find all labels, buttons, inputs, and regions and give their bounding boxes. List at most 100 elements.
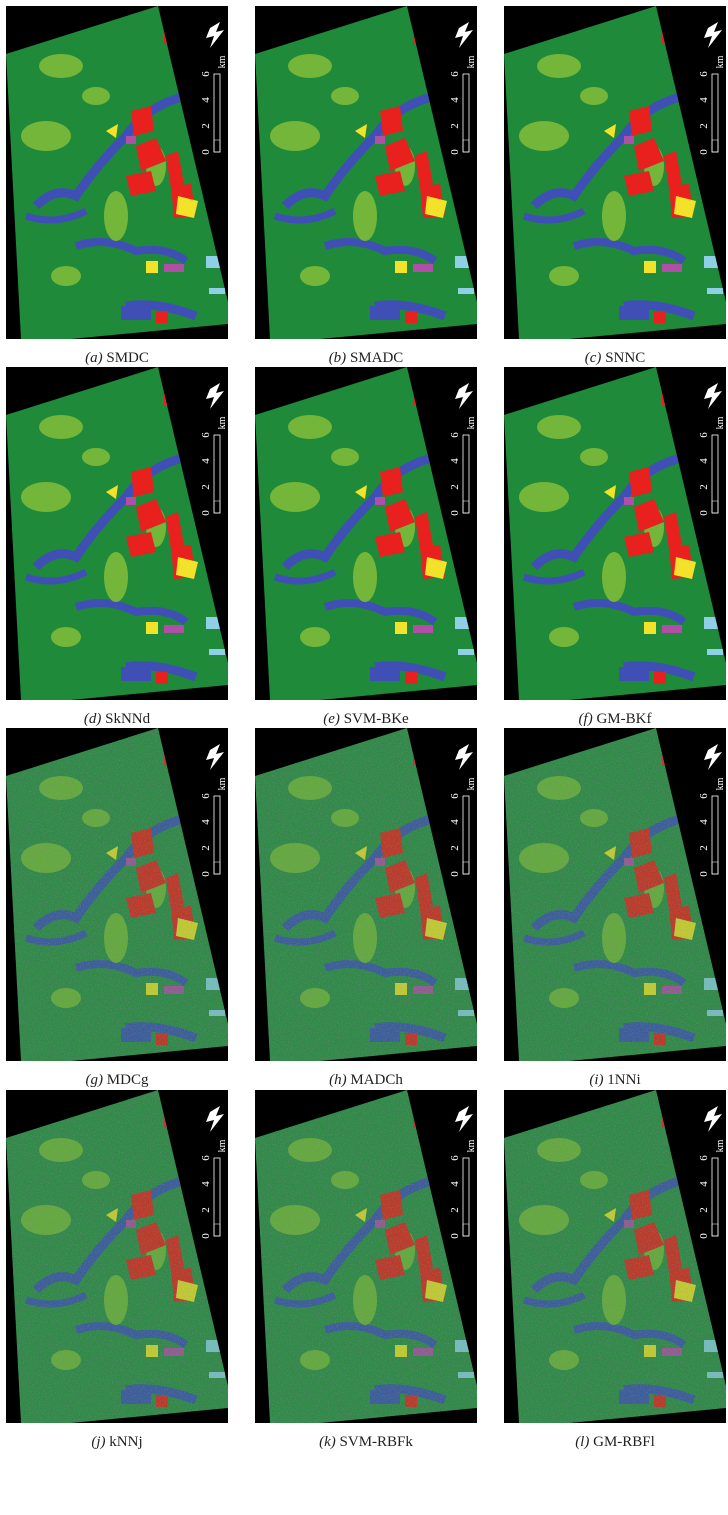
scale-label: 4 — [698, 1181, 710, 1187]
scale-label: 6 — [698, 432, 710, 438]
caption: (l) GM-RBFl — [504, 1434, 726, 1451]
scale-unit: km — [715, 55, 726, 68]
scale-label: 0 — [449, 1233, 461, 1239]
classification-map: 0 2 4 6 km — [504, 367, 726, 700]
scale-label: 2 — [200, 484, 212, 490]
scale-unit: km — [466, 55, 477, 68]
scale-label: 2 — [200, 845, 212, 851]
caption-letter: (h) — [329, 1072, 347, 1088]
scale-label: 2 — [449, 1207, 461, 1213]
caption-letter: (l) — [575, 1434, 589, 1450]
scale-unit: km — [715, 1139, 726, 1152]
classification-map: 0 2 4 6 km — [6, 728, 228, 1061]
scale-label: 6 — [200, 1155, 212, 1161]
caption: (g) MDCg — [6, 1072, 228, 1089]
caption-letter: (f) — [579, 711, 593, 727]
scale-label: 2 — [698, 484, 710, 490]
scale-label: 4 — [449, 97, 461, 103]
scale-label: 0 — [449, 149, 461, 155]
scale-unit: km — [466, 416, 477, 429]
scale-label: 4 — [449, 819, 461, 825]
classification-map: 0 2 4 6 km — [6, 1090, 228, 1423]
scale-label: 0 — [200, 149, 212, 155]
scale-label: 6 — [449, 1155, 461, 1161]
scale-label: 0 — [200, 1233, 212, 1239]
caption-name: SVM-RBFk — [340, 1434, 413, 1450]
scale-label: 6 — [698, 1155, 710, 1161]
scale-label: 6 — [200, 793, 212, 799]
scale-unit: km — [715, 416, 726, 429]
caption-letter: (d) — [84, 711, 102, 727]
scale-label: 6 — [449, 432, 461, 438]
scale-label: 4 — [449, 458, 461, 464]
caption-name: 1NNi — [607, 1072, 640, 1088]
caption-letter: (g) — [86, 1072, 104, 1088]
scale-label: 2 — [449, 845, 461, 851]
scale-label: 2 — [200, 1207, 212, 1213]
caption: (f) GM-BKf — [504, 711, 726, 728]
caption-name: GM-RBFl — [593, 1434, 655, 1450]
scale-label: 6 — [698, 71, 710, 77]
scale-label: 0 — [449, 510, 461, 516]
scale-label: 0 — [200, 510, 212, 516]
scale-unit: km — [715, 777, 726, 790]
scale-label: 4 — [200, 819, 212, 825]
scale-label: 4 — [200, 1181, 212, 1187]
caption: (a) SMDC — [6, 350, 228, 367]
scale-label: 0 — [449, 871, 461, 877]
caption-letter: (a) — [85, 350, 103, 366]
caption-name: GM-BKf — [596, 711, 651, 727]
figure-page: 0 2 4 6 km (a) SMDC 0 2 4 6 km (b) SMADC 0 2 4 6 km (c) S… — [0, 0, 728, 1515]
scale-label: 0 — [698, 149, 710, 155]
classification-map: 0 2 4 6 km — [504, 6, 726, 339]
caption: (i) 1NNi — [504, 1072, 726, 1089]
classification-map: 0 2 4 6 km — [6, 367, 228, 700]
caption-letter: (k) — [319, 1434, 336, 1450]
scale-label: 2 — [698, 1207, 710, 1213]
caption-name: SVM-BKe — [344, 711, 409, 727]
caption-name: kNNj — [109, 1434, 142, 1450]
caption: (d) SkNNd — [6, 711, 228, 728]
scale-unit: km — [217, 1139, 228, 1152]
scale-label: 4 — [200, 97, 212, 103]
scale-label: 6 — [200, 432, 212, 438]
caption: (e) SVM-BKe — [255, 711, 477, 728]
classification-map: 0 2 4 6 km — [255, 367, 477, 700]
scale-label: 0 — [698, 871, 710, 877]
classification-map: 0246km — [504, 728, 726, 1061]
caption-name: MDCg — [107, 1072, 149, 1088]
caption: (c) SNNC — [504, 350, 726, 367]
scale-unit: km — [217, 55, 228, 68]
classification-map: 0 2 4 6 km — [255, 728, 477, 1061]
scale-label: 0 — [200, 871, 212, 877]
scale-label: 0 — [698, 510, 710, 516]
caption-name: SkNNd — [105, 711, 150, 727]
scale-label: 2 — [698, 123, 710, 129]
scale-label: 0 — [698, 1233, 710, 1239]
caption-name: SMDC — [106, 350, 149, 366]
scale-label: 6 — [200, 71, 212, 77]
caption-name: MADCh — [350, 1072, 403, 1088]
scale-unit: km — [466, 1139, 477, 1152]
caption-name: SNNC — [605, 350, 645, 366]
scale-unit: km — [217, 777, 228, 790]
scale-unit: km — [217, 416, 228, 429]
caption: (k) SVM-RBFk — [255, 1434, 477, 1451]
scale-label: 2 — [449, 484, 461, 490]
scale-label: 4 — [698, 97, 710, 103]
caption: (h) MADCh — [255, 1072, 477, 1089]
scale-label: 4 — [698, 458, 710, 464]
caption: (b) SMADC — [255, 350, 477, 367]
scale-label: 4 — [449, 1181, 461, 1187]
scale-label: 6 — [698, 793, 710, 799]
caption-letter: (i) — [589, 1072, 603, 1088]
caption-letter: (b) — [329, 350, 347, 366]
classification-map: 0 2 4 6 km — [504, 1090, 726, 1423]
scale-unit: km — [466, 777, 477, 790]
scale-label: 6 — [449, 793, 461, 799]
scale-label: 2 — [449, 123, 461, 129]
caption-name: SMADC — [350, 350, 403, 366]
scale-label: 4 — [200, 458, 212, 464]
